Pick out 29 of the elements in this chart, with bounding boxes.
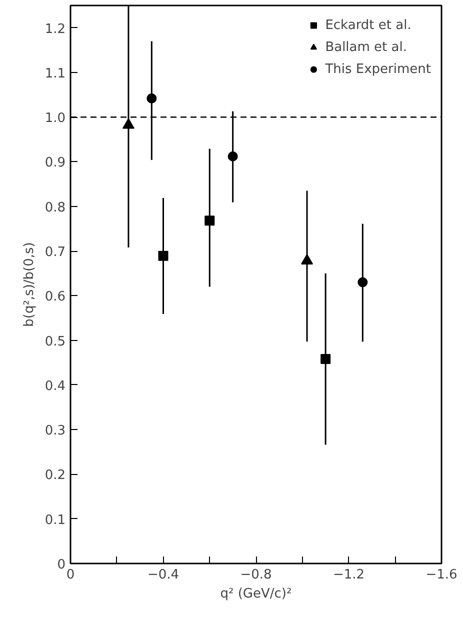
y-tick-label: 0.4 <box>44 378 66 394</box>
x-tick-label: −0.8 <box>240 568 272 582</box>
y-tick-label: 0.6 <box>44 290 66 305</box>
point <box>204 216 215 226</box>
y-tick-label: 1.1 <box>44 66 66 82</box>
point <box>146 93 157 104</box>
point <box>122 118 134 129</box>
y-tick-label: 0.5 <box>44 334 66 350</box>
point <box>320 354 331 364</box>
y-tick-label: 0.7 <box>44 245 66 260</box>
y-tick-label: 0 <box>57 558 66 572</box>
point <box>228 151 238 162</box>
x-tick-label: −0.4 <box>147 568 180 582</box>
y-axis-title: b(q²,s)/b(0,s) <box>22 242 37 327</box>
legend-label: Eckardt et al. <box>325 18 412 32</box>
y-tick-label: 0.1 <box>44 512 66 528</box>
point <box>158 250 168 261</box>
y-tick-label: 0.9 <box>44 156 66 171</box>
y-tick-label: 0.2 <box>44 468 66 484</box>
y-tick-label: 0.8 <box>44 200 66 216</box>
y-tick-label: 1.2 <box>44 22 66 37</box>
y-tick-label: 1.0 <box>44 111 66 126</box>
y-tick-label: 0.3 <box>44 424 66 439</box>
legend-label: This Experiment <box>325 62 431 76</box>
x-tick-label: −1.2 <box>332 568 365 582</box>
x-axis-title: q² (GeV/c)² <box>220 586 292 602</box>
x-tick-label: −1.6 <box>426 568 458 582</box>
legend-label: Ballam et al. <box>325 40 407 54</box>
point <box>358 277 368 288</box>
